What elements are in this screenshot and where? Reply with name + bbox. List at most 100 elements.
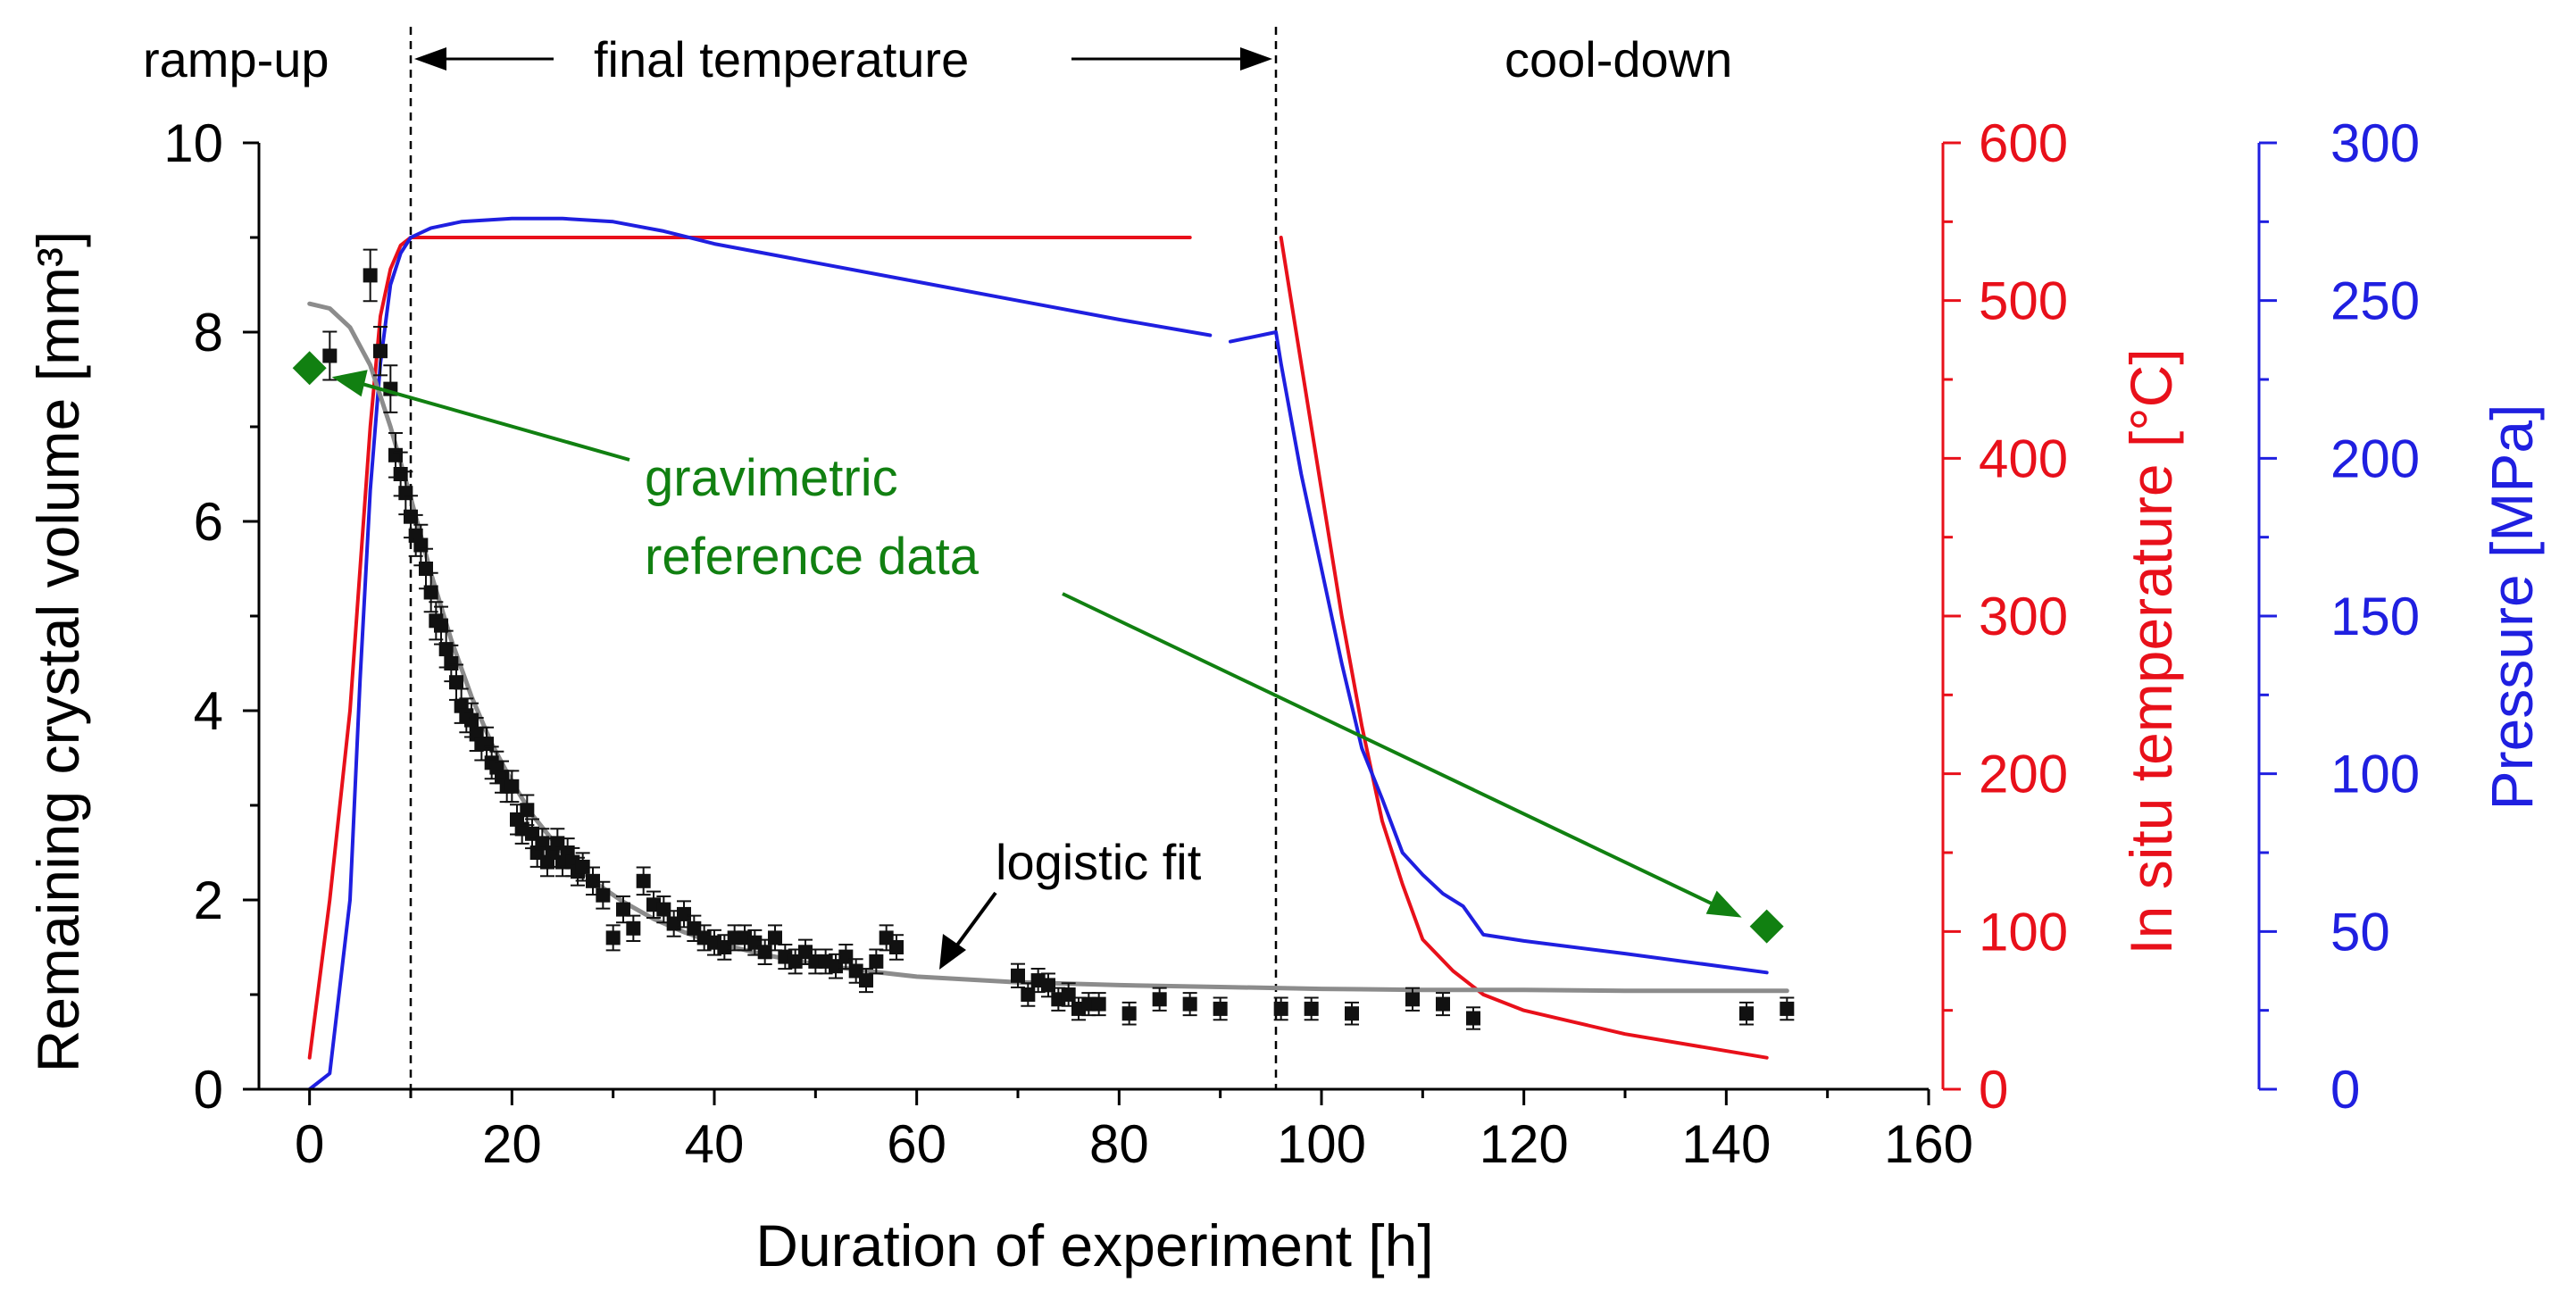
volume-data-point: [1121, 1006, 1137, 1021]
volume-data-point: [1152, 992, 1167, 1007]
x-tick-label: 160: [1884, 1114, 1973, 1174]
y3-tick-label: 100: [2330, 745, 2420, 804]
volume-data-point: [1436, 996, 1450, 1012]
y3-axis-label: Pressure [MPa]: [2479, 404, 2545, 811]
volume-data-point: [626, 920, 641, 936]
volume-data-point: [1273, 1001, 1288, 1016]
volume-data-point: [1182, 996, 1197, 1012]
x-tick-label: 60: [887, 1114, 946, 1174]
volume-data-point: [616, 902, 630, 917]
volume-data-point: [1011, 968, 1025, 983]
annotation-logistic-fit: logistic fit: [996, 834, 1202, 890]
volume-data-point: [1739, 1006, 1754, 1021]
volume-data-point: [636, 873, 651, 888]
annotation-gravimetric-line2: reference data: [645, 528, 980, 586]
axes-layer: 0 20 40 60 80 100 120 140 1600246810010020030040…: [163, 113, 2420, 1174]
y-tick-label: 4: [194, 681, 223, 741]
volume-data-point: [423, 585, 438, 600]
volume-data-point: [605, 930, 621, 945]
temperature-layer: [307, 236, 1769, 1060]
reference-arrow-line: [356, 380, 630, 462]
volume-data-point: [434, 618, 448, 633]
phase-arrow-left-head: [414, 47, 446, 71]
volume-data-point: [1780, 1001, 1795, 1016]
y-tick-label: 0: [194, 1060, 223, 1120]
volume-data-point: [838, 949, 854, 964]
reference-arrow-line: [1062, 592, 1720, 909]
reference-data-point: [1749, 909, 1784, 944]
annotation-cooldown: cool-down: [1505, 31, 1732, 87]
volume-data-point: [859, 973, 873, 988]
y-tick-label: 8: [194, 303, 223, 362]
volume-data-point: [889, 940, 904, 954]
y3-tick-label: 250: [2330, 271, 2420, 331]
volume-data-point: [586, 873, 600, 888]
y2-tick-label: 400: [1979, 429, 2068, 488]
phase-arrow-right-head: [1240, 47, 1272, 71]
fit-arrow-head: [939, 934, 966, 970]
y2-tick-label: 300: [1979, 587, 2068, 646]
y3-tick-label: 50: [2330, 902, 2390, 962]
annotation-final-temperature: final temperature: [594, 31, 969, 87]
annotation-rampup: ramp-up: [143, 31, 329, 87]
volume-data-point: [404, 509, 418, 524]
volume-data-point: [757, 945, 772, 960]
volume-data-point: [464, 712, 479, 728]
y2-tick-label: 0: [1979, 1060, 2008, 1120]
y2-tick-label: 500: [1979, 271, 2068, 331]
volume-data-point: [444, 656, 459, 670]
volume-data-point: [677, 906, 691, 921]
volume-data-point: [449, 675, 463, 690]
volume-data-point: [596, 887, 611, 903]
volume-data-point: [504, 779, 520, 794]
y3-tick-label: 150: [2330, 587, 2420, 646]
reference-arrow-head: [1705, 890, 1742, 918]
x-tick-label: 80: [1089, 1114, 1149, 1174]
volume-data-point: [575, 859, 590, 874]
y-axis-label: Remaining crystal volume [mm³]: [25, 231, 91, 1073]
volume-data-point: [1345, 1006, 1359, 1021]
y2-tick-label: 200: [1979, 745, 2068, 804]
volume-data-point: [1405, 992, 1420, 1007]
y2-tick-label: 100: [1979, 902, 2068, 962]
volume-data-point: [869, 954, 884, 969]
pressure-line: [1229, 330, 1769, 975]
volume-data-point: [656, 902, 671, 917]
plot-frame-layer: [409, 27, 1278, 1089]
volume-data-point: [768, 930, 782, 945]
volume-data-point: [1021, 987, 1036, 1002]
x-tick-label: 0: [295, 1114, 324, 1174]
volume-data-point: [373, 344, 388, 359]
x-tick-label: 120: [1480, 1114, 1569, 1174]
x-tick-label: 140: [1681, 1114, 1771, 1174]
volume-data-point: [363, 268, 378, 283]
x-axis-label: Duration of experiment [h]: [755, 1212, 1433, 1279]
volume-points-layer: [322, 248, 1795, 1030]
y3-tick-label: 300: [2330, 113, 2420, 173]
volume-data-point: [1041, 978, 1055, 993]
annotation-gravimetric-line1: gravimetric: [645, 449, 898, 507]
volume-data-point: [1061, 987, 1076, 1002]
x-tick-label: 40: [685, 1114, 745, 1174]
pressure-layer: [307, 216, 1769, 1091]
x-tick-label: 100: [1277, 1114, 1366, 1174]
temperature-line: [307, 236, 1192, 1060]
volume-data-point: [520, 803, 535, 818]
volume-data-point: [393, 467, 408, 481]
reference-layer: [292, 351, 1784, 970]
y2-tick-label: 600: [1979, 113, 2068, 173]
volume-data-point: [1304, 1001, 1319, 1016]
reference-arrow-head: [331, 370, 368, 397]
reference-data-point: [292, 351, 327, 386]
volume-data-point: [1091, 996, 1106, 1012]
volume-data-point: [322, 348, 338, 363]
y2-axis-label: In situ temperature [°C]: [2118, 348, 2184, 954]
volume-data-point: [1466, 1011, 1480, 1026]
pressure-line: [307, 216, 1213, 1091]
y-tick-label: 6: [194, 492, 223, 552]
y3-tick-label: 0: [2330, 1060, 2360, 1120]
temperature-line: [1279, 236, 1769, 1060]
y3-tick-label: 200: [2330, 429, 2420, 488]
